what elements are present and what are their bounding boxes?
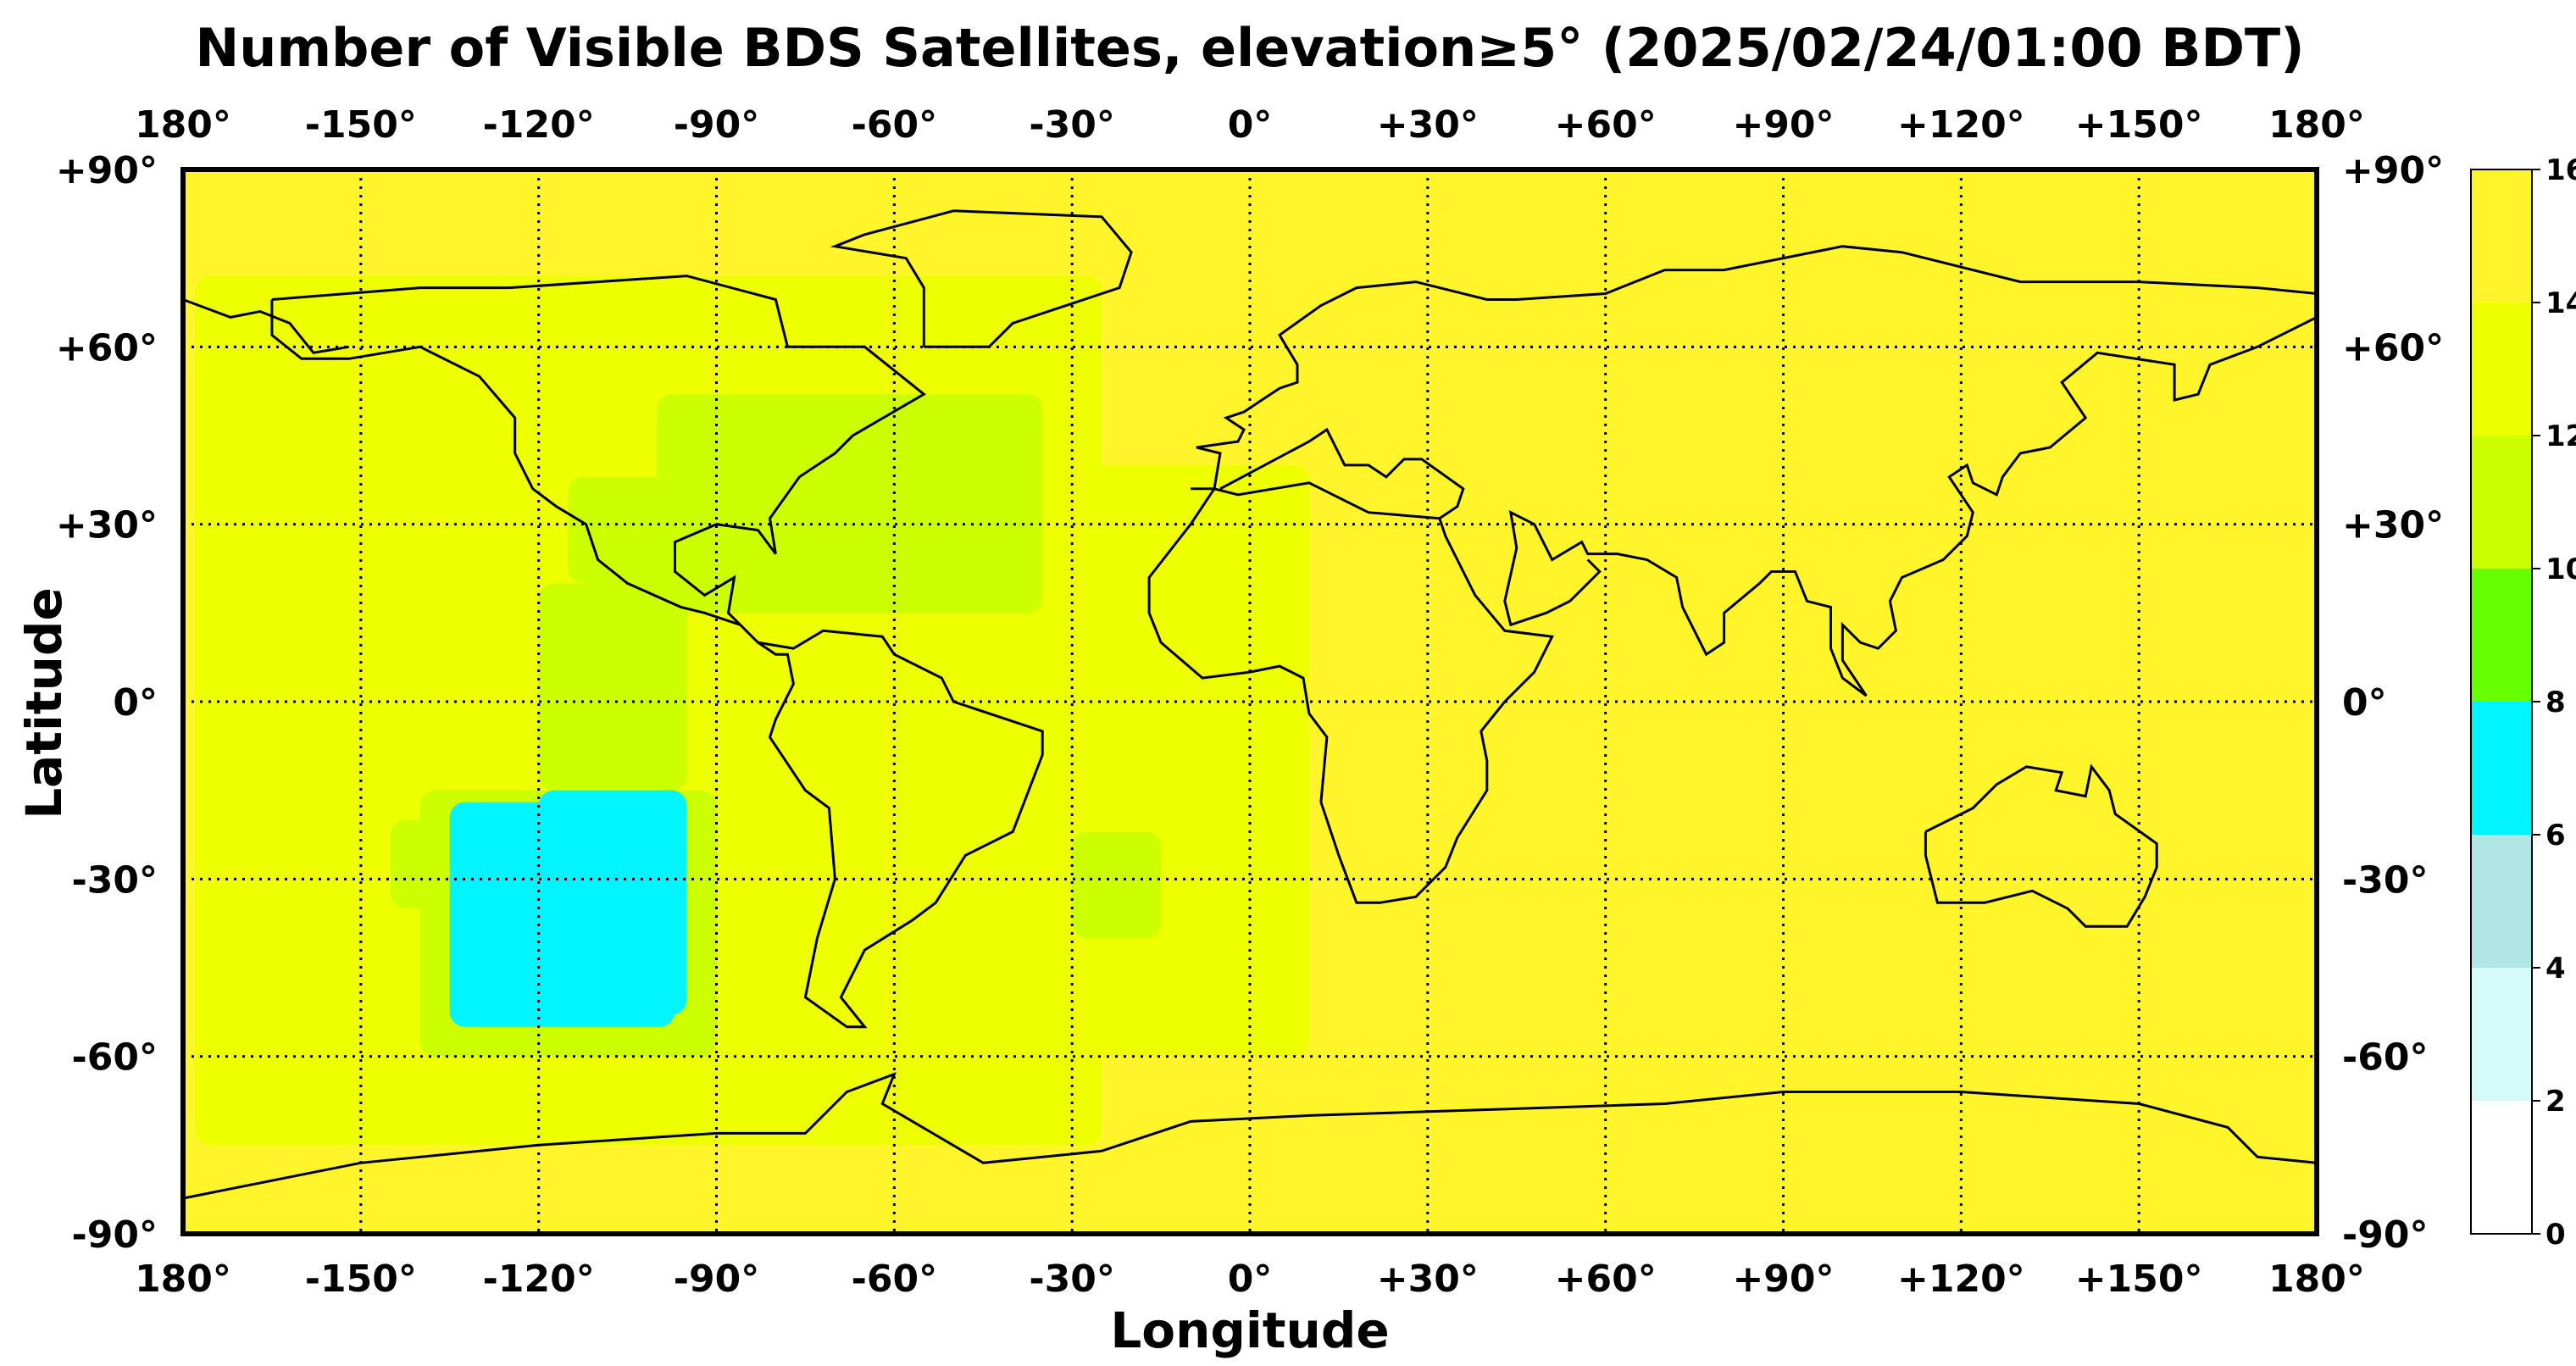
y-axis-label: Latitude	[15, 587, 73, 819]
x-tick-label-bottom: +90°	[1732, 1258, 1834, 1301]
heatmap-cells	[183, 169, 2317, 1234]
y-tick-label-left: -60°	[72, 1036, 158, 1080]
colorbar-segment	[2471, 835, 2532, 968]
x-tick-label-bottom: 0°	[1228, 1258, 1273, 1301]
x-tick-label-bottom: -30°	[1029, 1258, 1115, 1301]
y-tick-label-right: -90°	[2342, 1213, 2429, 1257]
y-tick-label-left: +90°	[56, 149, 158, 192]
x-axis-label: Longitude	[1110, 1302, 1389, 1359]
x-tick-label-bottom: -120°	[483, 1258, 595, 1301]
y-tick-labels-left: +90° +60° +30° 0° -30° -60° -90°	[56, 149, 158, 1257]
colorbar-tick-label: 10	[2545, 553, 2576, 586]
colorbar-segment	[2471, 303, 2532, 436]
x-tick-label-bottom: +30°	[1377, 1258, 1479, 1301]
y-tick-label-left: -30°	[72, 858, 158, 902]
colorbar-tick-label: 6	[2545, 819, 2566, 852]
x-tick-label-bottom: 180°	[135, 1258, 231, 1301]
colorbar-tick-label: 14	[2545, 286, 2576, 320]
y-tick-label-left: +30°	[56, 504, 158, 547]
colorbar-segment	[2471, 1101, 2532, 1234]
heatmap-cell-region-9	[538, 790, 687, 1015]
y-tick-label-right: -30°	[2342, 858, 2429, 902]
y-tick-label-right: 0°	[2342, 681, 2387, 725]
colorbar-tick-label: 16	[2545, 153, 2576, 187]
colorbar-segment	[2471, 702, 2532, 835]
y-tick-label-right: +90°	[2342, 149, 2444, 192]
x-tick-label-top: -90°	[674, 103, 760, 147]
y-tick-label-right: -60°	[2342, 1036, 2429, 1080]
colorbar-tick-label: 12	[2545, 419, 2576, 453]
coastline-2	[1191, 245, 2318, 491]
y-tick-label-left: 0°	[113, 681, 158, 725]
y-tick-label-left: -90°	[72, 1213, 158, 1257]
x-tick-labels-bottom: 180° -150° -120° -90° -60° -30° 0° +30° +60° +90°…	[135, 1258, 2365, 1301]
x-tick-label-bottom: +150°	[2075, 1258, 2203, 1301]
x-tick-label-bottom: -150°	[305, 1258, 417, 1301]
x-tick-label-top: +30°	[1377, 103, 1479, 147]
colorbar-segment	[2471, 169, 2532, 303]
coastline-4	[1147, 481, 1554, 904]
x-tick-label-bottom: +60°	[1555, 1258, 1657, 1301]
colorbar-tick-labels: 0 2 4 6 8 10 12 14 16	[2532, 153, 2576, 1252]
x-tick-label-top: 180°	[2268, 103, 2365, 147]
colorbar-tick-label: 4	[2545, 952, 2566, 986]
x-tick-label-top: +90°	[1732, 103, 1834, 147]
colorbar-tick-label: 2	[2545, 1085, 2566, 1119]
chart-title: Number of Visible BDS Satellites, elevat…	[195, 17, 2304, 79]
y-tick-label-right: +60°	[2342, 326, 2444, 369]
x-tick-label-top: -150°	[305, 103, 417, 147]
colorbar-segment	[2471, 968, 2532, 1101]
colorbar-segment	[2471, 569, 2532, 702]
y-tick-labels-right: +90° +60° +30° 0° -30° -60° -90°	[2342, 149, 2444, 1257]
x-tick-labels-top: 180° -150° -120° -90° -60° -30° 0° +30° +60° +90°…	[135, 103, 2365, 147]
heatmap-cell-region-2	[657, 394, 1043, 614]
colorbar-tick-label: 0	[2545, 1218, 2566, 1252]
plot-frame	[180, 167, 2319, 1236]
heatmap-cell-region-6	[1072, 831, 1162, 939]
colorbar	[2470, 169, 2533, 1235]
colorbar-tick-label: 8	[2545, 686, 2566, 719]
heatmap-cell-region-3	[568, 476, 717, 584]
x-tick-label-bottom: -60°	[852, 1258, 938, 1301]
x-tick-label-top: +60°	[1555, 103, 1657, 147]
x-tick-label-top: -120°	[483, 103, 595, 147]
x-tick-label-top: 180°	[135, 103, 231, 147]
coastline-6	[1924, 764, 2158, 928]
colorbar-segment	[2471, 436, 2532, 569]
coastline-3	[1503, 316, 2318, 697]
x-tick-label-top: 0°	[1228, 103, 1273, 147]
x-tick-label-top: -30°	[1029, 103, 1115, 147]
x-tick-label-top: +150°	[2075, 103, 2203, 147]
x-tick-label-bottom: 180°	[2268, 1258, 2365, 1301]
y-tick-label-left: +60°	[56, 326, 158, 369]
coastlines	[182, 209, 2318, 1200]
coastline-5	[1219, 427, 1465, 519]
x-tick-label-top: -60°	[852, 103, 938, 147]
x-tick-label-bottom: -90°	[674, 1258, 760, 1301]
heatmap-cell-region-1	[1013, 464, 1309, 1057]
coastline-8	[182, 298, 350, 354]
coastline-0	[270, 275, 1044, 1029]
x-tick-label-bottom: +120°	[1897, 1258, 2025, 1301]
coastline-7	[182, 1072, 2318, 1200]
y-tick-label-right: +30°	[2342, 504, 2444, 547]
x-tick-label-top: +120°	[1897, 103, 2025, 147]
coastline-1	[830, 209, 1133, 348]
heatmap-cell-region-5	[538, 583, 687, 791]
